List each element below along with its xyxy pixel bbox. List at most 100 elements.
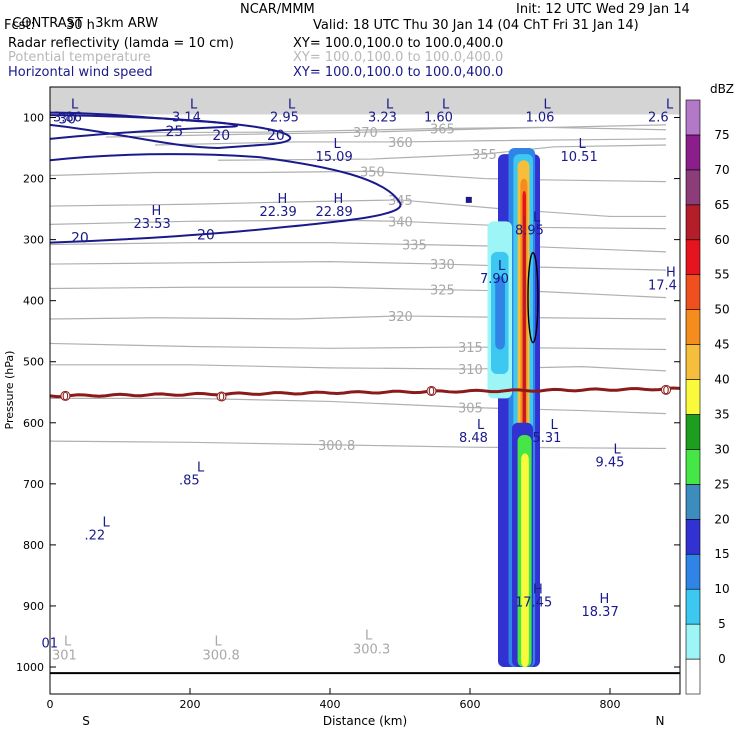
field-wind-name: Horizontal wind speed xyxy=(8,65,153,80)
x-tick-label-200: 200 xyxy=(180,698,201,711)
theta-label-335: 335 xyxy=(402,239,427,254)
extremum-value-6: 2.6 xyxy=(648,110,669,125)
fcst-value: 30 h xyxy=(66,18,95,33)
colorbar-label-40: 40 xyxy=(714,373,729,387)
colorbar-block-10 xyxy=(685,309,701,345)
colorbar-label-10: 10 xyxy=(714,582,729,596)
theta-label-320: 320 xyxy=(388,310,413,325)
theta-contour-345 xyxy=(49,199,666,218)
theta-extremum-type-2: L xyxy=(365,629,373,644)
y-tick-label-800: 800 xyxy=(23,539,44,552)
y-tick-label-700: 700 xyxy=(23,478,44,491)
extremum-type-21: H xyxy=(600,592,610,607)
colorbar-block-13 xyxy=(685,204,701,241)
y-tick-label-400: 400 xyxy=(23,295,44,308)
extremum-type-13: L xyxy=(498,259,506,274)
zero-isotherm xyxy=(49,386,681,399)
y-tick-label-1000: 1000 xyxy=(16,661,44,674)
colorbar-label-65: 65 xyxy=(714,198,729,212)
colorbar-label-75: 75 xyxy=(714,128,729,142)
extremum-value-0: 3.86 xyxy=(53,110,82,125)
x-tick-label-400: 400 xyxy=(320,698,341,711)
valid-text: Valid: 18 UTC Thu 30 Jan 14 (04 ChT Fri … xyxy=(313,18,639,33)
x-tick-label-600: 600 xyxy=(460,698,481,711)
y-tick-label-300: 300 xyxy=(23,234,44,247)
theta-contour-355 xyxy=(217,144,667,161)
extremum-type-20: H xyxy=(533,583,543,598)
plot-title: CONTRAST 3km ARW xyxy=(4,3,158,31)
theta-contour-335 xyxy=(49,242,667,253)
extremum-value-9: 23.53 xyxy=(134,217,171,232)
x-tick-label-800: 800 xyxy=(600,698,621,711)
theta-label-325: 325 xyxy=(430,284,455,299)
theta-contour-305 xyxy=(50,397,667,415)
extremum-type-1: L xyxy=(190,97,198,112)
y-tick-label-200: 200 xyxy=(23,173,44,186)
y-tick-label-900: 900 xyxy=(23,600,44,613)
reflectivity-cell-12 xyxy=(521,453,529,667)
extremum-type-9: H xyxy=(152,204,162,219)
colorbar-label-60: 60 xyxy=(714,233,729,247)
extremum-type-11: H xyxy=(334,192,344,207)
theta-extremum-type-1: L xyxy=(215,635,223,650)
colorbar-block-5 xyxy=(685,484,701,520)
field-wind-xy: XY= 100.0,100.0 to 100.0,400.0 xyxy=(293,65,504,80)
extremum-value-18: .85 xyxy=(179,474,200,489)
theta-label-355: 355 xyxy=(472,148,497,163)
fcst-label: Fcst: xyxy=(4,18,35,33)
org-text: NCAR/MMM xyxy=(240,2,315,17)
extremum-value-14: 17.4 xyxy=(648,278,677,293)
extremum-type-16: L xyxy=(551,418,559,433)
theta-label-345: 345 xyxy=(388,194,413,209)
extremum-type-17: L xyxy=(614,442,622,457)
extremum-value-3: 3.23 xyxy=(368,110,397,125)
wind-label-20d: 20 xyxy=(267,128,285,144)
wind-extrema: L3.86L3.14L2.95L3.23L1.60L1.06L2.6L15.09… xyxy=(53,97,677,620)
extremum-value-16: 5.31 xyxy=(533,431,562,446)
colorbar-block-0 xyxy=(685,658,701,695)
x-tick-label-0: 0 xyxy=(47,698,54,711)
colorbar-label-0: 0 xyxy=(718,652,726,666)
extremum-type-3: L xyxy=(386,97,394,112)
extremum-type-4: L xyxy=(442,97,450,112)
zero-isotherm-label-bg-2 xyxy=(426,386,437,397)
wind-label-20a: 20 xyxy=(212,128,230,144)
theta-extremum-value-2: 300.3 xyxy=(353,643,390,658)
colorbar-block-4 xyxy=(685,518,701,555)
theta-label-370: 370 xyxy=(353,126,378,141)
extremum-value-7: 15.09 xyxy=(316,150,353,165)
theta-label-330: 330 xyxy=(430,258,455,273)
extremum-value-20: 17.45 xyxy=(515,596,552,611)
zero-isotherm-label-bg-3 xyxy=(661,384,671,395)
extremum-value-15: 8.48 xyxy=(459,431,488,446)
x-axis: 0 200 400 600 800 xyxy=(47,688,621,711)
colorbar-label-55: 55 xyxy=(714,268,729,282)
colorbar-block-11 xyxy=(685,274,701,310)
colorbar-label-20: 20 xyxy=(714,512,729,526)
wind-contour-cell xyxy=(527,251,539,344)
extremum-type-7: L xyxy=(334,137,342,152)
extremum-value-2: 2.95 xyxy=(270,110,299,125)
colorbar-label-70: 70 xyxy=(714,163,729,177)
colorbar-block-1 xyxy=(685,623,701,660)
extremum-type-14: H xyxy=(666,265,676,280)
wind-contour-20 xyxy=(49,153,402,244)
upper-theta-band xyxy=(50,87,680,115)
extremum-type-18: L xyxy=(197,461,205,476)
theta-contour-315 xyxy=(49,342,667,351)
theta-contour-320 xyxy=(49,315,667,320)
extremum-type-12: L xyxy=(533,210,541,225)
colorbar-label-45: 45 xyxy=(714,338,729,352)
colorbar-block-2 xyxy=(685,588,701,625)
colorbar-label-15: 15 xyxy=(714,547,729,561)
colorbar-block-3 xyxy=(685,553,701,590)
theta-label-360: 360 xyxy=(388,136,413,151)
zero-isotherm-label-2: 0 xyxy=(428,385,435,398)
zero-isotherm-label-1: 0 xyxy=(218,391,225,404)
extremum-type-5: L xyxy=(544,97,552,112)
colorbar-label-25: 25 xyxy=(714,477,729,491)
colorbar-block-6 xyxy=(685,449,701,485)
extremum-value-13: 7.90 xyxy=(480,272,509,287)
